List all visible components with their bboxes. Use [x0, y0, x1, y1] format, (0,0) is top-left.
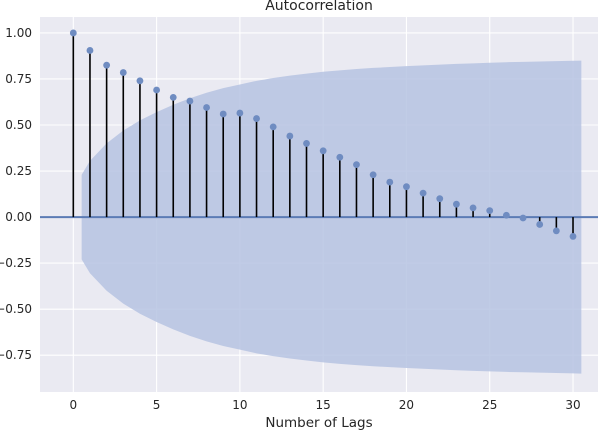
x-tick-label: 15 — [316, 398, 331, 412]
x-tick-label: 5 — [153, 398, 161, 412]
data-point — [236, 109, 244, 117]
y-tick-label: 0.25 — [5, 164, 32, 178]
marker-series — [69, 29, 577, 240]
data-point — [403, 183, 410, 191]
data-point — [519, 214, 527, 222]
data-point — [369, 171, 377, 179]
data-point — [419, 189, 427, 197]
data-point — [136, 77, 144, 85]
data-point — [552, 227, 560, 235]
data-point — [453, 200, 460, 208]
data-point — [336, 153, 344, 161]
data-point — [353, 161, 360, 168]
data-point — [119, 69, 127, 76]
data-point — [186, 97, 194, 105]
data-point — [269, 123, 277, 131]
x-axis-title: Number of Lags — [265, 415, 372, 431]
data-point — [502, 211, 510, 219]
data-point — [169, 93, 177, 101]
y-tick-label: 0.75 — [5, 72, 32, 86]
data-point — [386, 178, 394, 186]
x-tick-labels: 0 5 10 15 20 25 30 — [69, 398, 580, 412]
data-point — [486, 207, 494, 215]
x-tick-label: 30 — [565, 398, 580, 412]
chart-title: Autocorrelation — [265, 0, 373, 14]
data-point — [203, 104, 210, 111]
data-point — [303, 140, 310, 147]
x-tick-label: 0 — [69, 398, 77, 412]
data-point — [319, 147, 327, 155]
y-tick-labels: −0.75 −0.50 −0.25 0.00 0.25 0.50 0.75 1.00 — [0, 26, 32, 362]
y-tick-label: 1.00 — [5, 26, 32, 40]
x-tick-label: 25 — [482, 398, 497, 412]
y-tick-label: 0.00 — [5, 210, 32, 224]
data-point — [253, 115, 260, 122]
data-point — [153, 86, 160, 94]
y-tick-label: −0.75 — [0, 348, 32, 362]
y-tick-label: −0.25 — [0, 256, 32, 270]
y-tick-label: −0.50 — [0, 302, 32, 316]
data-point — [286, 132, 294, 140]
data-point — [436, 195, 444, 203]
data-point — [536, 221, 544, 228]
data-point — [69, 29, 77, 37]
data-point — [86, 47, 94, 54]
data-point — [469, 204, 477, 212]
data-point — [219, 110, 227, 118]
data-point — [103, 61, 111, 69]
data-point — [569, 233, 577, 240]
x-tick-label: 10 — [232, 398, 247, 412]
x-tick-label: 20 — [399, 398, 414, 412]
y-tick-label: 0.50 — [5, 118, 32, 132]
stem-series — [72, 32, 574, 237]
